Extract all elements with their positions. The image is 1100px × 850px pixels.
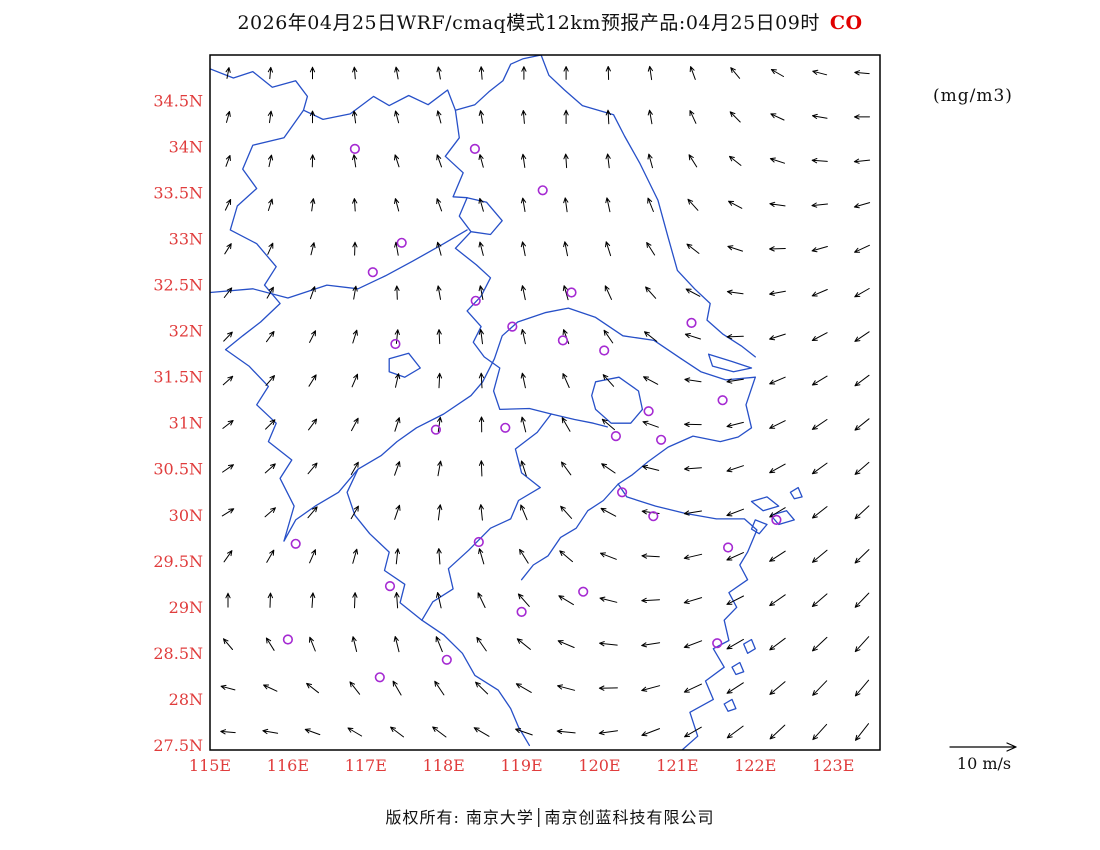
y-tick-label: 34.5N bbox=[153, 92, 203, 111]
jiangxi-anhui-border bbox=[346, 468, 423, 621]
hubei-anhui-border bbox=[224, 348, 295, 542]
wind-arrows bbox=[220, 65, 871, 741]
huai-river bbox=[210, 229, 468, 299]
station-marker bbox=[712, 638, 723, 649]
station-marker bbox=[374, 672, 385, 683]
y-tick-label: 33.5N bbox=[153, 184, 203, 203]
page-title: 2026年04月25日WRF/cmaq模式12km预报产品:04月25日09时 C… bbox=[0, 8, 1100, 35]
x-tick-label: 122E bbox=[734, 756, 776, 775]
yangtze-river bbox=[283, 307, 682, 542]
station-marker bbox=[578, 586, 589, 597]
zhoushan-island-4 bbox=[789, 486, 803, 500]
henan-anhui-border bbox=[224, 109, 305, 351]
scale-arrow bbox=[949, 742, 1017, 752]
station-marker bbox=[643, 406, 654, 417]
title-text: 2026年04月25日WRF/cmaq模式12km预报产品:04月25日09时 bbox=[237, 12, 820, 34]
station-marker bbox=[500, 422, 511, 433]
station-marker bbox=[473, 536, 484, 548]
y-tick-label: 29.5N bbox=[153, 552, 203, 571]
north-provincial-border bbox=[210, 55, 542, 121]
coastal-island-6 bbox=[731, 661, 745, 676]
y-tick-label: 28N bbox=[169, 690, 203, 709]
station-marker bbox=[566, 287, 577, 298]
station-marker bbox=[470, 295, 481, 306]
x-tick-label: 115E bbox=[189, 756, 231, 775]
station-marker bbox=[771, 514, 782, 526]
station-marker bbox=[384, 580, 396, 592]
x-tick-label: 119E bbox=[500, 756, 542, 775]
anhui-jiangsu-border-south bbox=[454, 231, 552, 415]
station-marker bbox=[717, 395, 728, 406]
hongze-lake bbox=[458, 197, 503, 236]
units-label: (mg/m3) bbox=[933, 86, 1013, 106]
station-marker bbox=[469, 143, 481, 154]
qiantang-river bbox=[520, 483, 619, 581]
station-marker bbox=[390, 338, 401, 350]
station-marker bbox=[655, 434, 667, 445]
species-label: CO bbox=[829, 12, 863, 34]
y-tick-label: 30N bbox=[169, 506, 203, 525]
x-tick-label: 123E bbox=[812, 756, 854, 775]
station-marker bbox=[599, 345, 610, 356]
station-marker bbox=[557, 335, 569, 346]
y-tick-label: 34N bbox=[169, 138, 203, 157]
coastal-island-5 bbox=[743, 638, 756, 654]
station-marker bbox=[537, 185, 548, 196]
y-tick-label: 33N bbox=[169, 230, 203, 249]
y-tick-label: 29N bbox=[169, 598, 203, 617]
chaohu-lake bbox=[388, 352, 421, 378]
station-marker bbox=[367, 267, 378, 278]
station-marker bbox=[648, 511, 659, 522]
jiangsu-zhejiang-border bbox=[550, 413, 608, 428]
x-tick-label: 116E bbox=[267, 756, 309, 775]
anhui-zhejiang-border bbox=[421, 413, 552, 621]
shanghai-zhejiang-coastline bbox=[617, 376, 758, 750]
station-markers bbox=[282, 143, 782, 683]
zhejiang-fujian-border bbox=[421, 619, 531, 747]
station-marker bbox=[430, 424, 442, 435]
copyright-footer: 版权所有: 南京大学│南京创蓝科技有限公司 bbox=[385, 808, 715, 827]
station-marker bbox=[349, 143, 361, 154]
taihu-lake bbox=[591, 376, 644, 424]
x-tick-label: 121E bbox=[656, 756, 698, 775]
x-tick-label: 118E bbox=[423, 756, 465, 775]
station-marker bbox=[686, 317, 697, 329]
map-frame bbox=[209, 54, 881, 751]
coastal-island-7 bbox=[723, 698, 737, 712]
station-marker bbox=[290, 538, 301, 549]
wind-scale-label: 10 m/s bbox=[956, 754, 1012, 773]
y-tick-label: 27.5N bbox=[153, 736, 203, 755]
geography-lines bbox=[210, 55, 803, 750]
station-marker bbox=[516, 606, 527, 618]
y-tick-label: 32N bbox=[169, 322, 203, 341]
y-tick-label: 32.5N bbox=[153, 276, 203, 295]
anhui-jiangsu-border-north bbox=[444, 109, 468, 199]
station-marker bbox=[441, 654, 452, 665]
x-tick-label: 120E bbox=[578, 756, 620, 775]
jiangsu-coastline bbox=[540, 55, 756, 358]
station-marker bbox=[396, 237, 407, 248]
station-marker bbox=[282, 634, 294, 645]
station-marker bbox=[616, 487, 628, 498]
chongming-island bbox=[707, 353, 753, 373]
x-tick-label: 117E bbox=[345, 756, 387, 775]
station-marker bbox=[610, 431, 622, 442]
zhoushan-island-1 bbox=[750, 496, 780, 512]
station-marker bbox=[722, 542, 734, 553]
zhoushan-island-3 bbox=[750, 519, 768, 535]
y-tick-label: 28.5N bbox=[153, 644, 203, 663]
y-tick-label: 31N bbox=[169, 414, 203, 433]
zhoushan-island-2 bbox=[770, 510, 795, 526]
y-tick-label: 30.5N bbox=[153, 460, 203, 479]
y-tick-label: 31.5N bbox=[153, 368, 203, 387]
yangtze-estuary-south-bank bbox=[680, 358, 756, 381]
station-marker bbox=[507, 321, 518, 332]
